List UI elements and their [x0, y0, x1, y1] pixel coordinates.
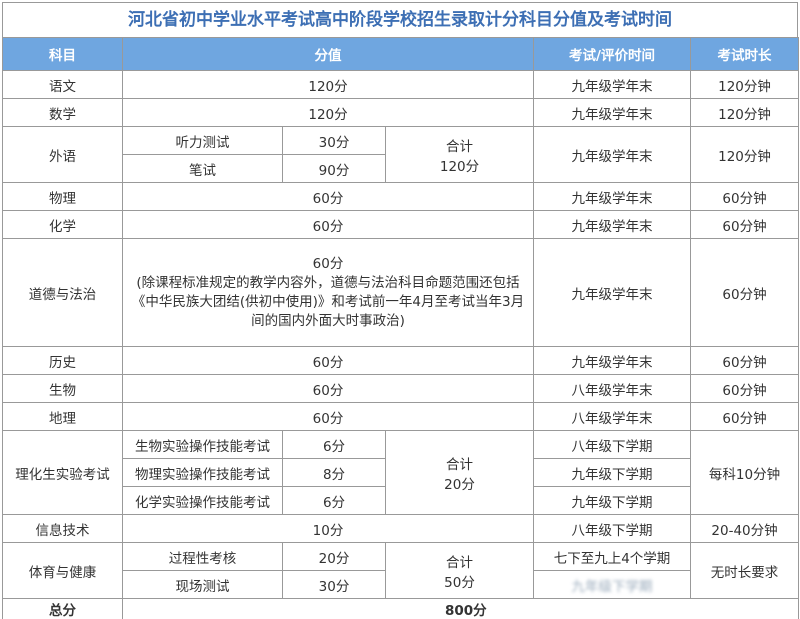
- total-row: 总分 800分: [3, 599, 799, 619]
- table-header-row: 科目 分值 考试/评价时间 考试时长: [3, 38, 799, 71]
- part-score-cell: 6分: [283, 431, 386, 459]
- part-score-cell: 20分: [283, 543, 386, 571]
- table-row: 数学 120分 九年级学年末 120分钟: [3, 99, 799, 127]
- score-cell: 60分: [123, 347, 534, 375]
- table-row: 生物 60分 八年级学年末 60分钟: [3, 375, 799, 403]
- subject-cell: 物理: [3, 183, 123, 211]
- part-name-cell: 听力测试: [123, 127, 283, 155]
- score-cell: 60分: [123, 211, 534, 239]
- score-table: 科目 分值 考试/评价时间 考试时长 语文 120分 九年级学年末 120分钟 …: [2, 37, 799, 619]
- part-score-cell: 6分: [283, 487, 386, 515]
- subject-cell: 外语: [3, 127, 123, 183]
- table-row: 道德与法治 60分(除课程标准规定的教学内容外，道德与法治科目命题范围还包括《中…: [3, 239, 799, 347]
- total-subject-cell: 总分: [3, 599, 123, 619]
- part-score-cell: 8分: [283, 459, 386, 487]
- score-cell: 60分: [123, 183, 534, 211]
- duration-cell: 60分钟: [691, 183, 799, 211]
- score-note: (除课程标准规定的教学内容外，道德与法治科目命题范围还包括《中华民族大团结(供初…: [131, 274, 525, 331]
- table-row: 历史 60分 九年级学年末 60分钟: [3, 347, 799, 375]
- part-score-cell: 30分: [283, 571, 386, 599]
- score-value: 60分: [131, 255, 525, 274]
- duration-cell: 120分钟: [691, 127, 799, 183]
- score-cell: 60分(除课程标准规定的教学内容外，道德与法治科目命题范围还包括《中华民族大团结…: [123, 239, 534, 347]
- header-duration: 考试时长: [691, 38, 799, 71]
- total-cell: 合计 120分: [386, 127, 534, 183]
- total-score-cell: 800分: [123, 599, 799, 619]
- subject-cell: 道德与法治: [3, 239, 123, 347]
- subject-cell: 地理: [3, 403, 123, 431]
- time-cell: 八年级学年末: [534, 375, 691, 403]
- duration-cell: 60分钟: [691, 375, 799, 403]
- header-subject: 科目: [3, 38, 123, 71]
- duration-cell: 120分钟: [691, 99, 799, 127]
- subject-cell: 信息技术: [3, 515, 123, 543]
- time-cell: 八年级下学期: [534, 431, 691, 459]
- time-cell: 八年级学年末: [534, 403, 691, 431]
- score-cell: 60分: [123, 375, 534, 403]
- total-value: 50分: [444, 575, 475, 591]
- time-cell: 九年级学年末: [534, 183, 691, 211]
- subject-cell: 生物: [3, 375, 123, 403]
- duration-cell: 60分钟: [691, 211, 799, 239]
- time-cell: 九年级学年末: [534, 99, 691, 127]
- subject-cell: 语文: [3, 71, 123, 99]
- total-cell: 合计 50分: [386, 543, 534, 599]
- total-cell: 合计 20分: [386, 431, 534, 515]
- duration-cell: 60分钟: [691, 347, 799, 375]
- table-row: 信息技术 10分 八年级下学期 20-40分钟: [3, 515, 799, 543]
- subject-cell: 理化生实验考试: [3, 431, 123, 515]
- part-name-cell: 过程性考核: [123, 543, 283, 571]
- subject-cell: 数学: [3, 99, 123, 127]
- part-score-cell: 90分: [283, 155, 386, 183]
- time-cell: 九年级学年末: [534, 347, 691, 375]
- part-name-cell: 化学实验操作技能考试: [123, 487, 283, 515]
- time-cell: 九年级学年末: [534, 239, 691, 347]
- duration-cell: 20-40分钟: [691, 515, 799, 543]
- part-name-cell: 生物实验操作技能考试: [123, 431, 283, 459]
- time-cell: 八年级下学期: [534, 515, 691, 543]
- time-cell-obscured: 九年级下学期: [534, 571, 691, 599]
- total-label: 合计: [446, 139, 473, 155]
- total-label: 合计: [446, 457, 473, 473]
- duration-cell: 60分钟: [691, 403, 799, 431]
- subject-cell: 化学: [3, 211, 123, 239]
- duration-cell: 每科10分钟: [691, 431, 799, 515]
- time-cell: 九年级下学期: [534, 459, 691, 487]
- total-value: 120分: [440, 159, 479, 175]
- score-cell: 10分: [123, 515, 534, 543]
- header-score: 分值: [123, 38, 534, 71]
- subject-cell: 体育与健康: [3, 543, 123, 599]
- duration-cell: 无时长要求: [691, 543, 799, 599]
- total-value: 20分: [444, 477, 475, 493]
- page-title: 河北省初中学业水平考试高中阶段学校招生录取计分科目分值及考试时间: [2, 2, 798, 37]
- table-row: 物理 60分 九年级学年末 60分钟: [3, 183, 799, 211]
- part-name-cell: 笔试: [123, 155, 283, 183]
- time-cell: 九年级下学期: [534, 487, 691, 515]
- score-cell: 120分: [123, 99, 534, 127]
- time-cell: 九年级学年末: [534, 127, 691, 183]
- part-score-cell: 30分: [283, 127, 386, 155]
- table-row: 地理 60分 八年级学年末 60分钟: [3, 403, 799, 431]
- subject-cell: 历史: [3, 347, 123, 375]
- score-cell: 60分: [123, 403, 534, 431]
- header-time: 考试/评价时间: [534, 38, 691, 71]
- table-row: 化学 60分 九年级学年末 60分钟: [3, 211, 799, 239]
- time-cell: 九年级学年末: [534, 71, 691, 99]
- part-name-cell: 现场测试: [123, 571, 283, 599]
- part-name-cell: 物理实验操作技能考试: [123, 459, 283, 487]
- total-label: 合计: [446, 555, 473, 571]
- table-row: 语文 120分 九年级学年末 120分钟: [3, 71, 799, 99]
- time-cell: 七下至九上4个学期: [534, 543, 691, 571]
- time-cell: 九年级学年末: [534, 211, 691, 239]
- duration-cell: 120分钟: [691, 71, 799, 99]
- score-cell: 120分: [123, 71, 534, 99]
- duration-cell: 60分钟: [691, 239, 799, 347]
